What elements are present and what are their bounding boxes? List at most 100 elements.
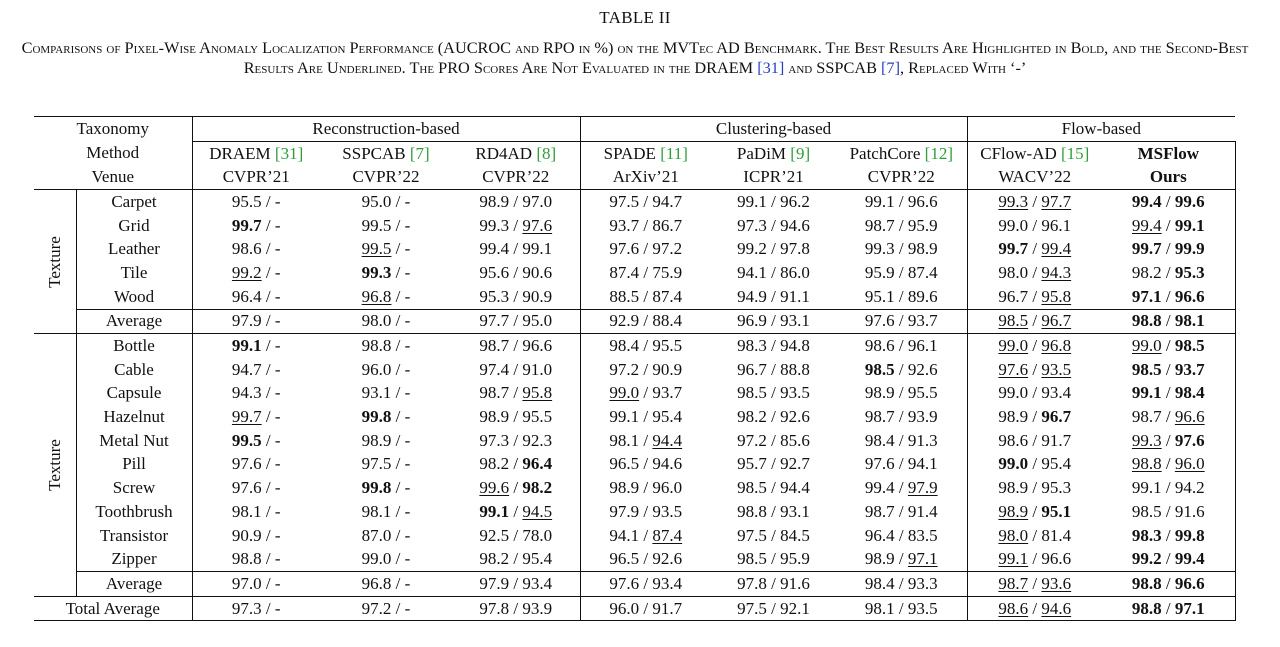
pro-value: 84.5 xyxy=(780,525,810,545)
pro-value: 95.1 xyxy=(1041,501,1072,521)
aucroc-value: 92.9 xyxy=(609,311,640,331)
method-citation[interactable]: [9] xyxy=(790,143,811,163)
score-cell: 94.9 / 91.1 xyxy=(711,285,836,309)
score-cell: 97.9 / 93.4 xyxy=(452,571,581,597)
score-cell: 94.3 / - xyxy=(192,382,320,406)
group-flow: Flow-based xyxy=(967,116,1236,142)
pro-value: - xyxy=(274,501,281,521)
category-name: Leather xyxy=(76,237,193,262)
aucroc-value: 99.5 xyxy=(361,215,392,235)
score-separator: / xyxy=(894,336,908,356)
score-separator: / xyxy=(391,215,405,235)
method-citation[interactable]: [31] xyxy=(274,143,304,163)
score-cell: 96.5 / 92.6 xyxy=(580,547,711,571)
score-separator: / xyxy=(894,383,908,403)
category-row: Hazelnut 99.7 / -99.8 / -98.9 / 95.5 99.1 … xyxy=(34,405,1236,429)
score-cell: 97.6 / - xyxy=(192,453,320,477)
aucroc-value: 98.2 xyxy=(479,549,510,569)
score-cell: 99.0 / - xyxy=(320,547,452,571)
aucroc-value: 96.5 xyxy=(609,454,640,474)
pro-value: 95.4 xyxy=(1041,454,1072,474)
score-cell: 92.5 / 78.0 xyxy=(452,523,581,548)
caption-ref-sspcab[interactable]: [7] xyxy=(881,58,900,77)
category-name: Bottle xyxy=(76,333,193,358)
score-cell: 99.5 / - xyxy=(320,214,452,238)
pro-value: 91.7 xyxy=(652,598,683,618)
score-separator: / xyxy=(639,336,653,356)
category-row: Grid 99.7 / -99.5 / -99.3 / 97.6 93.7 / 86… xyxy=(34,213,1236,238)
pro-value: 97.8 xyxy=(780,239,810,259)
score-cell: 95.6 / 90.6 xyxy=(452,261,581,285)
aucroc-value: 96.9 xyxy=(737,311,767,331)
score-separator: / xyxy=(1161,598,1175,618)
method-citation[interactable]: [12] xyxy=(924,143,953,163)
aucroc-value: 99.3 xyxy=(998,191,1029,211)
score-cell: 98.1 / 93.5 xyxy=(836,595,968,622)
pro-value: - xyxy=(274,598,281,618)
pro-value: 88.4 xyxy=(652,311,683,331)
score-separator: / xyxy=(894,478,908,498)
pro-value: - xyxy=(274,549,281,569)
score-cell: 99.8 / - xyxy=(320,476,452,500)
score-cell: 99.2 / - xyxy=(192,261,320,285)
method-citation[interactable]: [15] xyxy=(1061,143,1090,163)
aucroc-value: 93.1 xyxy=(361,383,392,403)
method-citation[interactable]: [11] xyxy=(660,143,688,163)
score-cell: 98.2 / 96.4 xyxy=(452,452,581,477)
method-header-cell: RD4AD [8] xyxy=(452,141,581,166)
results-table: Taxonomy Reconstruction-based Clustering… xyxy=(34,116,1236,622)
score-separator: / xyxy=(766,262,781,282)
score-cell: 99.8 / - xyxy=(320,405,452,429)
pro-value: - xyxy=(404,191,411,211)
aucroc-value: 87.4 xyxy=(609,262,640,282)
score-separator: / xyxy=(766,478,781,498)
pro-value: 94.6 xyxy=(780,215,810,235)
score-separator: / xyxy=(1028,573,1042,593)
method-header-cell: DRAEM [31] xyxy=(192,141,320,165)
score-separator: / xyxy=(894,549,908,569)
score-separator: / xyxy=(391,286,405,306)
pro-value: 97.0 xyxy=(522,191,553,211)
score-cell: 98.9 / 97.1 xyxy=(836,547,968,572)
method-name: PatchCore xyxy=(849,143,925,163)
score-separator: / xyxy=(894,525,908,545)
score-separator: / xyxy=(639,501,653,521)
category-name: Cable xyxy=(76,357,193,382)
score-cell: 97.5 / 84.5 xyxy=(711,524,836,548)
score-cell: 99.0 / 96.8 xyxy=(967,333,1103,358)
pro-value: 93.9 xyxy=(907,407,938,427)
pro-value: - xyxy=(274,336,281,356)
category-row: Wood 96.4 / -96.8 / -95.3 / 90.9 88.5 / 87… xyxy=(34,284,1236,309)
score-cell: 97.7 / 95.0 xyxy=(452,308,581,334)
aucroc-value: 98.5 xyxy=(1131,359,1162,379)
group-reconstruction: Reconstruction-based xyxy=(192,116,581,142)
aucroc-value: 99.2 xyxy=(1131,549,1162,569)
score-cell: 96.5 / 94.6 xyxy=(580,453,711,477)
score-cell: 96.0 / - xyxy=(320,358,452,382)
score-separator: / xyxy=(766,191,781,211)
pro-value: 99.4 xyxy=(1174,549,1205,569)
venue-cell: ArXiv’21 xyxy=(612,167,679,187)
pro-value: 95.5 xyxy=(652,336,683,356)
aucroc-value: 99.4 xyxy=(479,239,510,259)
aucroc-value: 98.7 xyxy=(479,336,510,356)
category-name: Hazelnut xyxy=(76,405,193,429)
pro-value: 95.9 xyxy=(907,215,938,235)
method-row: Method DRAEM [31] SSPCAB [7] RD4AD [8] SPADE… xyxy=(34,141,1236,166)
aucroc-value: 98.8 xyxy=(1131,311,1162,331)
aucroc-value: 97.2 xyxy=(737,430,767,450)
score-cell: 98.1 / - xyxy=(192,500,320,524)
aucroc-value: 98.9 xyxy=(864,383,895,403)
score-cell: 99.7 / 99.9 xyxy=(1102,237,1236,262)
score-separator: / xyxy=(391,454,405,474)
results-body: Taxonomy Reconstruction-based Clustering… xyxy=(34,116,1236,622)
method-citation[interactable]: [7] xyxy=(409,143,430,163)
aucroc-value: 99.3 xyxy=(361,262,392,282)
total-average-label: Total Average xyxy=(34,595,193,622)
aucroc-value: 98.4 xyxy=(864,573,895,593)
pro-value: - xyxy=(274,383,281,403)
aucroc-value: 97.9 xyxy=(231,311,262,331)
pro-value: 99.1 xyxy=(522,239,553,259)
caption-ref-draem[interactable]: [31] xyxy=(757,58,785,77)
method-citation[interactable]: [8] xyxy=(536,143,557,163)
